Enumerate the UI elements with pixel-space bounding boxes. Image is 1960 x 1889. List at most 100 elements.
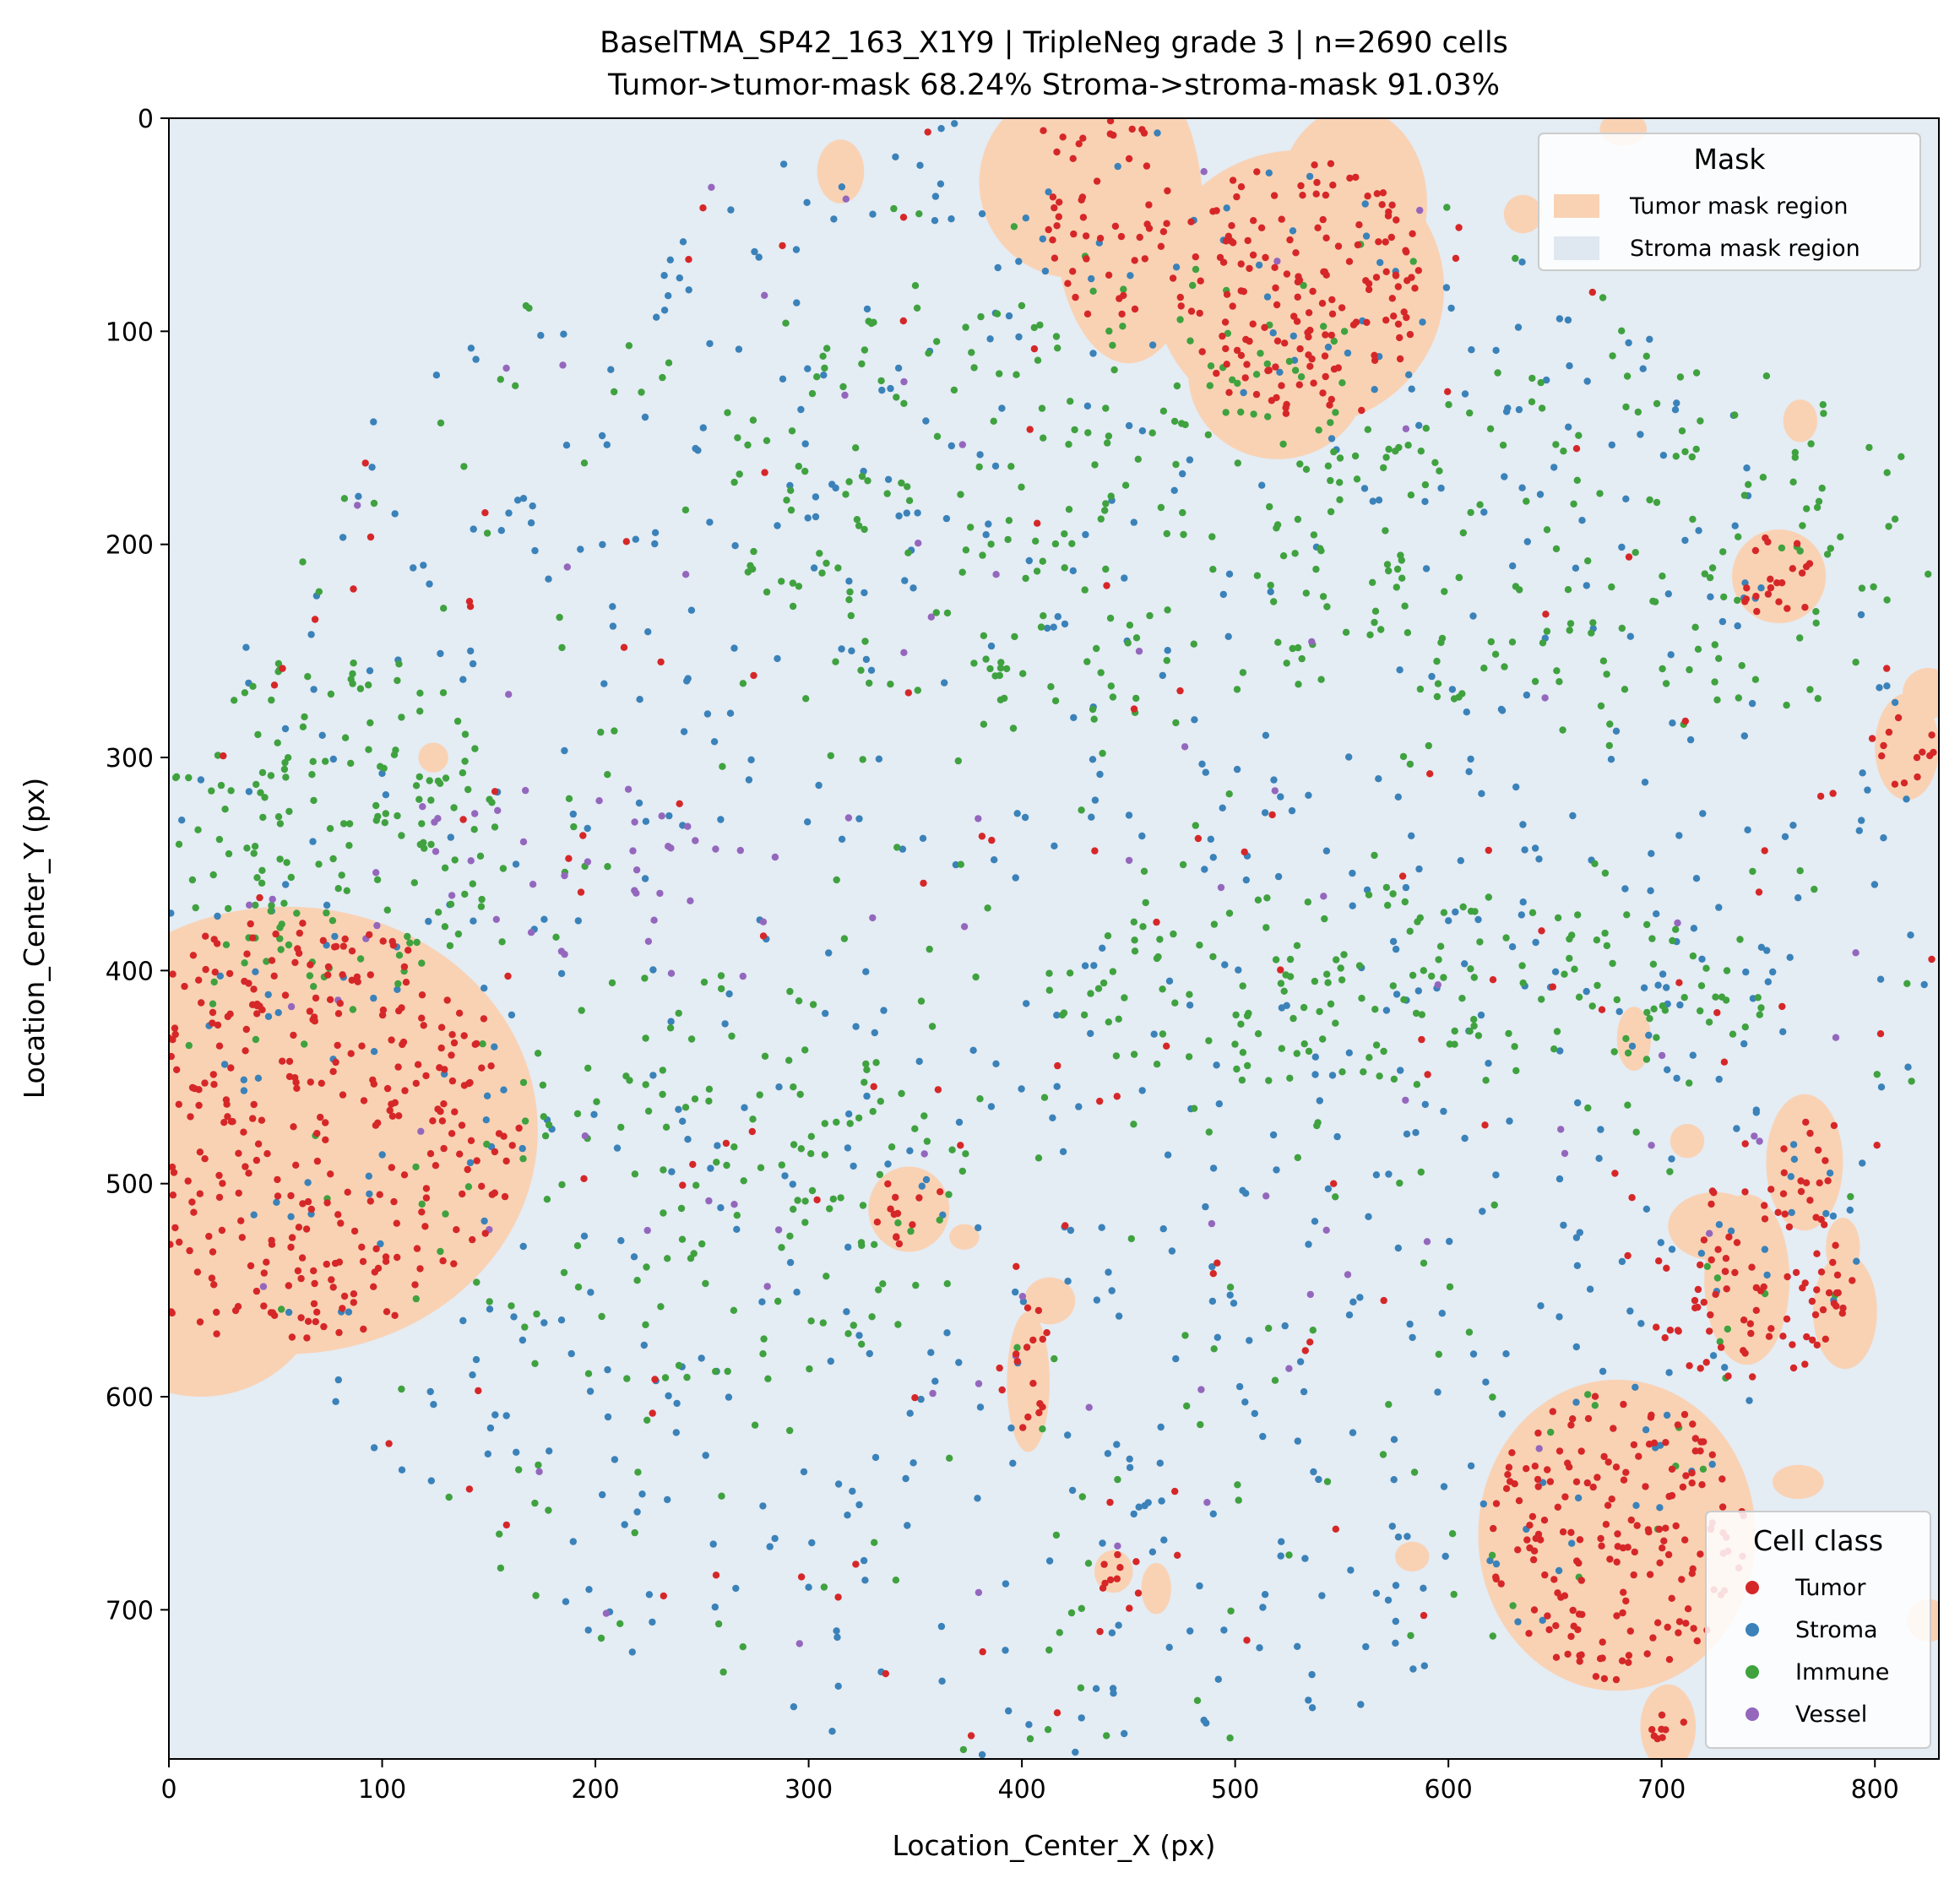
- tumor-cell-point: [1305, 309, 1313, 317]
- tumor-cell-point: [1664, 1550, 1673, 1559]
- stroma-cell-point: [1438, 1310, 1447, 1317]
- tumor-cell-point: [464, 1165, 471, 1174]
- tumor-cell-point: [202, 932, 209, 940]
- stroma-cell-point: [370, 994, 377, 1002]
- tumor-cell-point: [1747, 1329, 1755, 1338]
- stroma-cell-point: [598, 432, 606, 440]
- stroma-cell-point: [649, 966, 657, 974]
- tumor-cell-point: [1662, 1726, 1670, 1734]
- immune-cell-point: [461, 757, 469, 765]
- tumor-cell-point: [310, 1013, 318, 1021]
- vessel-cell-point: [736, 846, 744, 855]
- immune-cell-point: [1672, 453, 1680, 460]
- tumor-cell-point: [1778, 579, 1786, 587]
- x-tick-label: 100: [358, 1775, 406, 1805]
- vessel-cell-point: [929, 1389, 937, 1398]
- stroma-cell-point: [1172, 263, 1181, 271]
- tumor-cell-point: [761, 469, 768, 476]
- immune-cell-point: [859, 756, 866, 763]
- immune-cell-point: [1431, 459, 1439, 466]
- tumor-cell-point: [1764, 538, 1772, 546]
- tumor-cell-point: [1725, 1233, 1733, 1241]
- immune-cell-point: [416, 840, 424, 849]
- tumor-cell-point: [1552, 1622, 1560, 1630]
- tumor-cell-point: [712, 1571, 720, 1579]
- immune-cell-point: [1735, 533, 1742, 540]
- immune-cell-point: [1132, 634, 1141, 642]
- immune-cell-point: [370, 499, 378, 508]
- immune-cell-point: [1648, 935, 1656, 942]
- immune-cell-point: [642, 1321, 649, 1329]
- stroma-cell-point: [1668, 1155, 1675, 1163]
- immune-cell-point: [1410, 1468, 1419, 1476]
- stroma-cell-point: [1365, 1213, 1372, 1221]
- immune-cell-point: [442, 774, 450, 782]
- immune-cell-point: [739, 1643, 747, 1651]
- stroma-cell-point: [1305, 1240, 1312, 1248]
- vessel-cell-point: [643, 1226, 651, 1235]
- immune-cell-point: [795, 997, 803, 1005]
- immune-cell-point: [1052, 1531, 1061, 1539]
- stroma-cell-point: [665, 292, 672, 300]
- stroma-cell-point: [673, 1399, 681, 1408]
- immune-cell-point: [759, 1350, 767, 1358]
- stroma-cell-point: [1514, 1618, 1522, 1626]
- stroma-cell-point: [800, 1468, 808, 1476]
- stroma-cell-point: [420, 562, 427, 569]
- stroma-cell-point: [774, 522, 781, 529]
- tumor-cell-point: [1659, 1544, 1666, 1552]
- tumor-cell-point: [1658, 1711, 1666, 1719]
- tumor-cell-point: [1540, 1517, 1549, 1524]
- tumor-cell-point: [1708, 1451, 1717, 1459]
- vessel-cell-point: [771, 853, 779, 861]
- stroma-cell-point: [1412, 1129, 1420, 1137]
- tumor-cell-point: [890, 1210, 899, 1219]
- tumor-cell-point: [211, 969, 219, 976]
- tumor-cell-point: [1328, 310, 1337, 318]
- tumor-cell-point: [1576, 1658, 1583, 1665]
- tumor-cell-point: [1693, 1637, 1702, 1645]
- stroma-cell-point: [1769, 968, 1777, 976]
- tumor-cell-point: [488, 1191, 496, 1198]
- tumor-cell-point: [220, 1119, 228, 1126]
- tumor-cell-point: [1526, 1522, 1534, 1529]
- stroma-cell-point: [1539, 1479, 1547, 1486]
- tumor-cell-point: [1394, 283, 1403, 290]
- stroma-cell-point: [1468, 346, 1475, 354]
- immune-cell-point: [340, 495, 349, 502]
- immune-cell-point: [893, 844, 901, 851]
- tumor-cell-point: [465, 598, 474, 605]
- vessel-cell-point: [667, 969, 676, 977]
- immune-cell-point: [345, 842, 353, 850]
- tumor-cell-point: [1894, 714, 1903, 722]
- stroma-cell-point: [1731, 522, 1739, 529]
- stroma-cell-point: [1566, 362, 1573, 370]
- immune-cell-point: [1315, 426, 1322, 434]
- immune-cell-point: [280, 899, 288, 907]
- tumor-cell-point: [1731, 1268, 1739, 1277]
- stroma-cell-point: [1294, 1437, 1302, 1445]
- immune-cell-point: [604, 771, 611, 779]
- tumor-cell-point: [388, 1164, 395, 1171]
- stroma-cell-point: [664, 1495, 671, 1504]
- tumor-cell-point: [1642, 1483, 1649, 1490]
- stroma-cell-point: [472, 1355, 480, 1364]
- immune-cell-point: [871, 1240, 878, 1249]
- immune-cell-point: [1433, 657, 1441, 665]
- stroma-mask-swatch: [1554, 236, 1599, 260]
- immune-cell-point: [1296, 460, 1304, 468]
- stroma-cell-point: [1673, 1074, 1680, 1083]
- immune-cell-point: [1827, 545, 1834, 552]
- immune-cell-point: [578, 1007, 585, 1014]
- tumor-cell-point: [254, 1140, 263, 1148]
- tumor-cell-point: [242, 1025, 250, 1034]
- stroma-cell-point: [1568, 1539, 1576, 1547]
- tumor-cell-point: [288, 1333, 296, 1341]
- tumor-cell-point: [383, 1308, 391, 1316]
- tumor-cell-point: [1106, 1576, 1115, 1584]
- immune-cell-point: [1170, 930, 1177, 938]
- immune-cell-point: [807, 1132, 815, 1141]
- stroma-cell-point: [1853, 1257, 1860, 1265]
- immune-cell-point: [1528, 398, 1536, 405]
- tumor-cell-point: [1873, 1142, 1881, 1149]
